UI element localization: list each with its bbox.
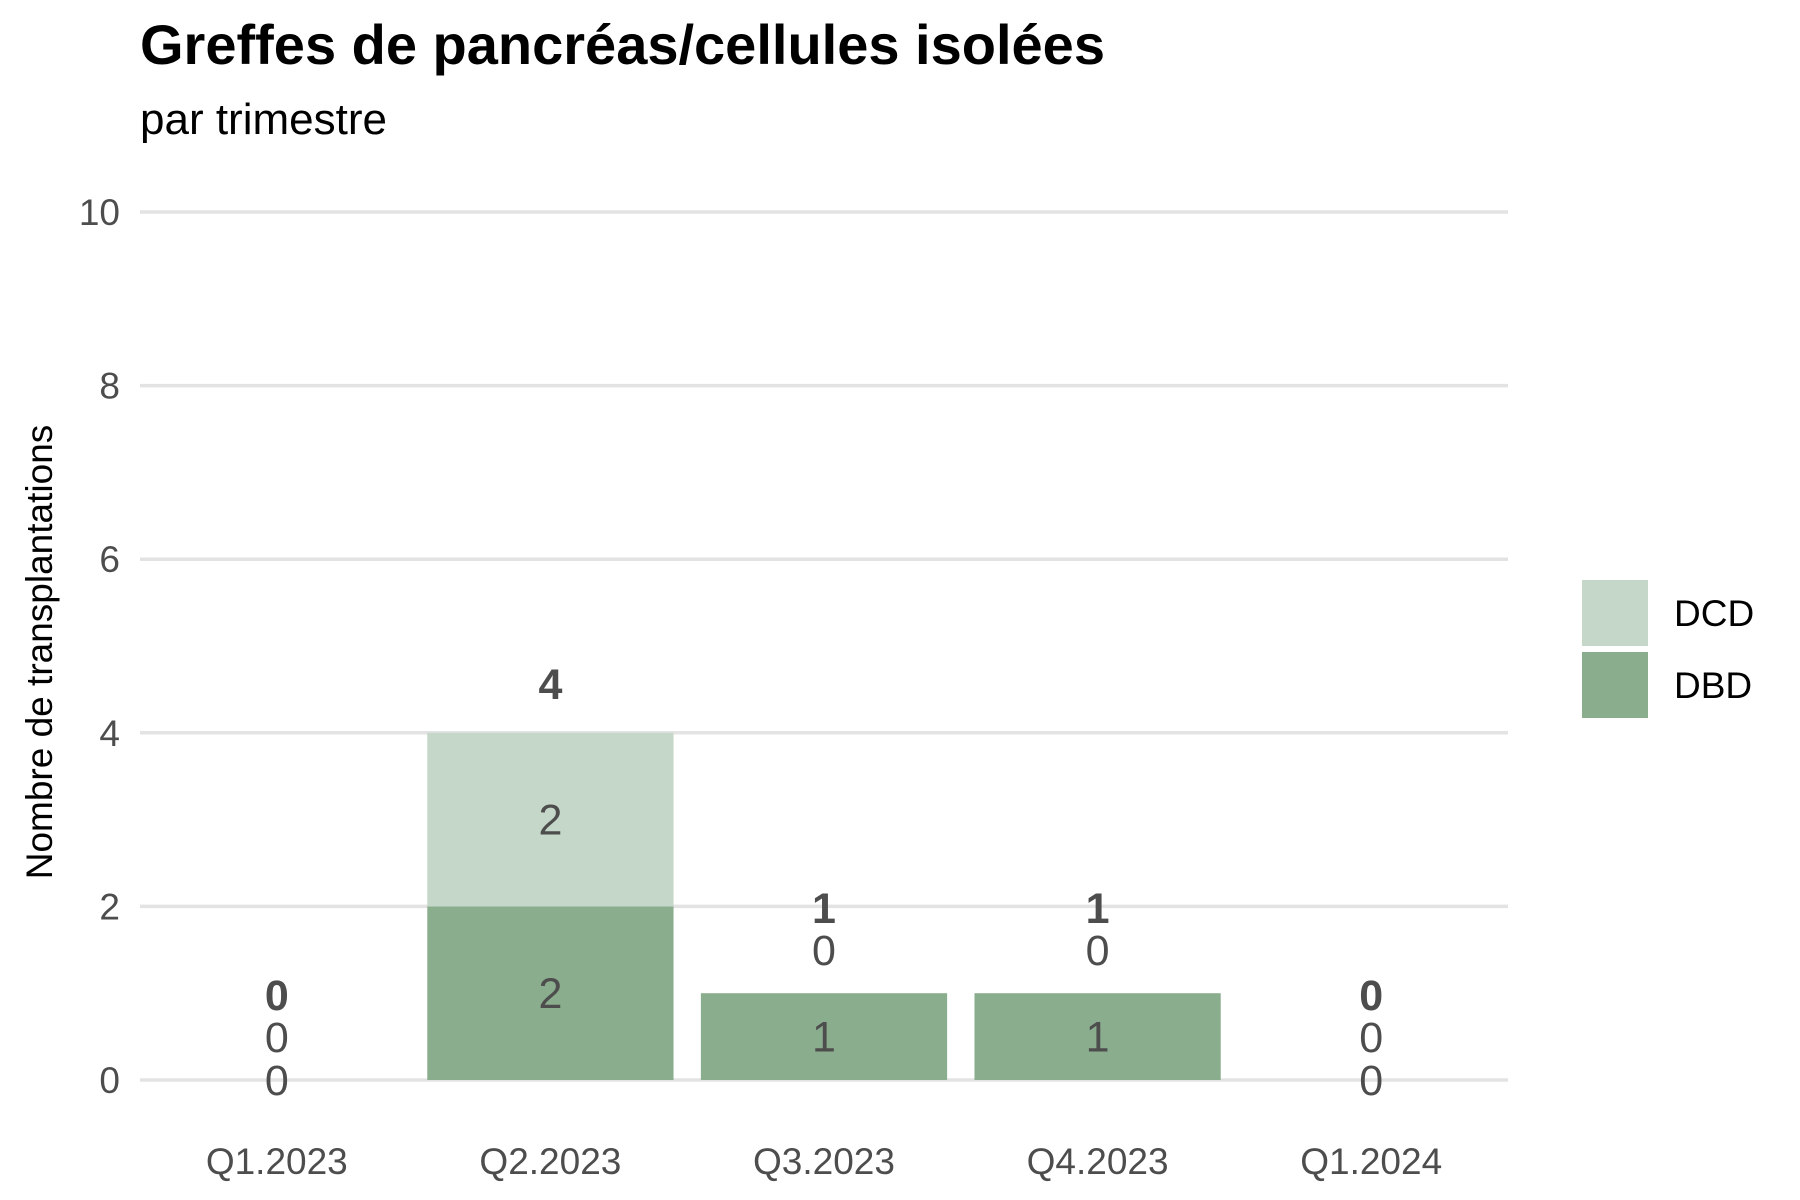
chart-title: Greffes de pancréas/cellules isolées — [140, 13, 1105, 76]
bar-dbd — [427, 906, 674, 1080]
total-label: 1 — [1086, 885, 1110, 933]
x-tick-label: Q1.2024 — [1300, 1141, 1442, 1182]
bar-dbd — [974, 993, 1221, 1080]
segment-label-dcd: 0 — [1359, 1014, 1383, 1062]
segment-label-dbd: 0 — [1359, 1057, 1383, 1105]
legend-label-dbd: DBD — [1674, 665, 1752, 706]
chart-subtitle: par trimestre — [140, 95, 387, 144]
y-tick-label: 4 — [99, 713, 120, 754]
segment-label-dcd: 0 — [1086, 927, 1110, 975]
segment-label-dbd: 1 — [1086, 1014, 1110, 1062]
x-tick-label: Q1.2023 — [206, 1141, 348, 1182]
bar-dbd — [700, 993, 948, 1080]
bars — [427, 732, 1221, 1080]
legend-swatch-dbd — [1582, 652, 1648, 718]
segment-label-dcd: 2 — [538, 797, 562, 845]
y-tick-label: 2 — [99, 886, 120, 927]
segment-label-dcd: 0 — [265, 1014, 289, 1062]
x-axis-ticks: Q1.2023 Q2.2023 Q3.2023 Q4.2023 Q1.2024 — [206, 1141, 1442, 1182]
x-tick-label: Q4.2023 — [1027, 1141, 1169, 1182]
legend-swatch-dcd — [1582, 580, 1648, 646]
segment-label-dbd: 1 — [812, 1014, 836, 1062]
y-tick-label: 0 — [99, 1060, 120, 1101]
total-label: 4 — [538, 661, 562, 709]
legend-label-dcd: DCD — [1674, 593, 1754, 634]
total-label: 1 — [812, 885, 836, 933]
bar-dcd — [427, 732, 674, 907]
x-tick-label: Q3.2023 — [753, 1141, 895, 1182]
y-tick-label: 8 — [99, 366, 120, 407]
segment-label-dbd: 2 — [538, 970, 562, 1018]
x-tick-label: Q2.2023 — [479, 1141, 621, 1182]
y-axis-label: Nombre de transplantations — [19, 425, 60, 880]
y-tick-label: 10 — [79, 192, 120, 233]
total-label: 0 — [1359, 972, 1383, 1020]
y-tick-label: 6 — [99, 539, 120, 580]
segment-label-dbd: 0 — [265, 1057, 289, 1105]
segment-label-dcd: 0 — [812, 927, 836, 975]
legend: DCD DBD — [1582, 580, 1754, 718]
total-label: 0 — [265, 972, 289, 1020]
